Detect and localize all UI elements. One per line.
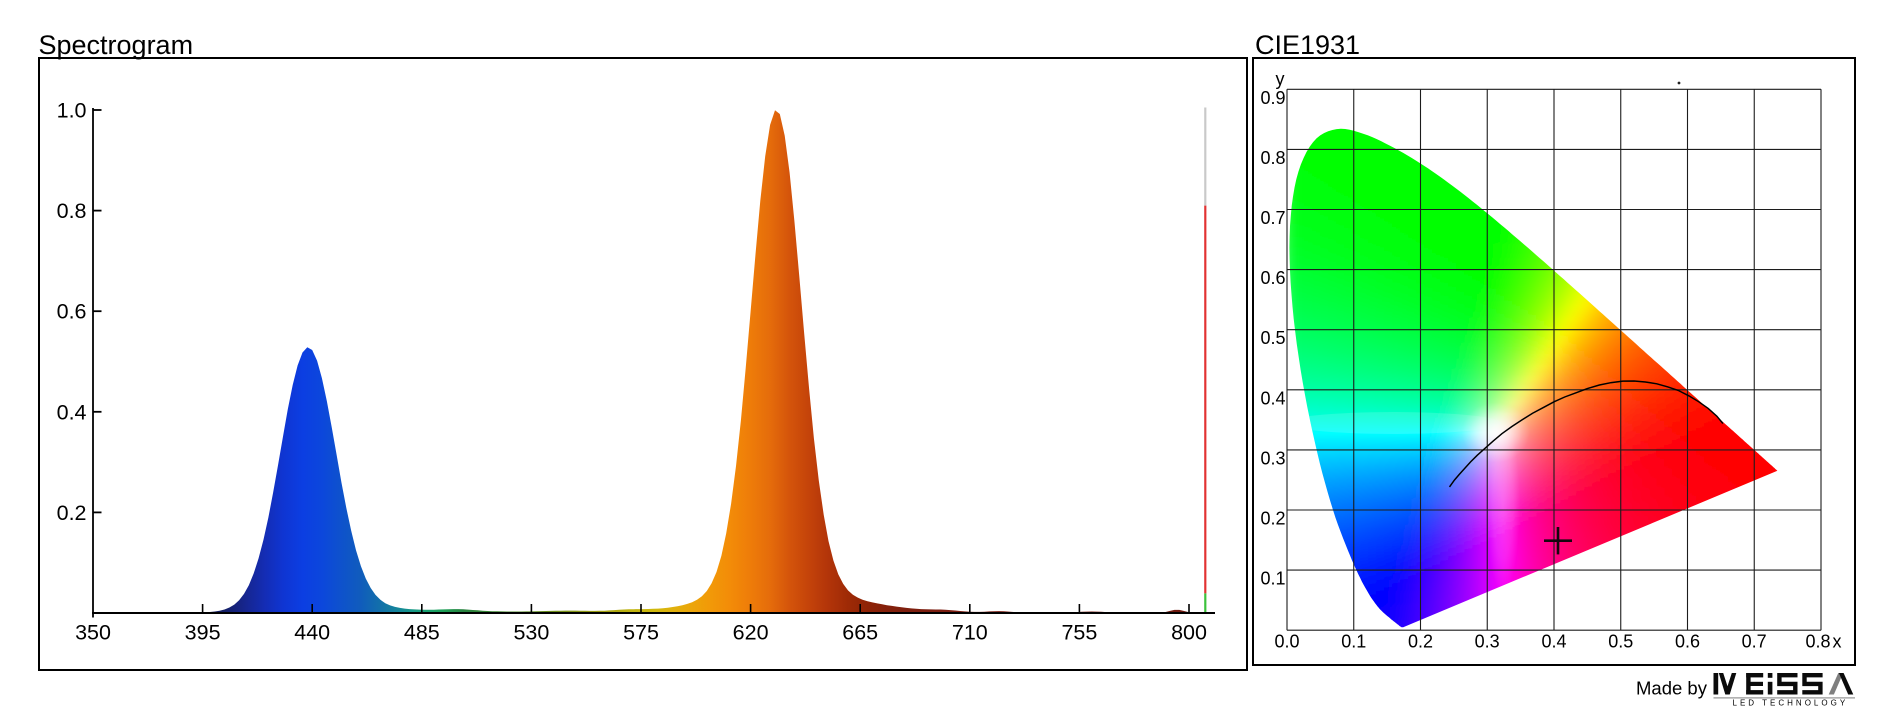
svg-text:0.3: 0.3 <box>1260 448 1285 468</box>
svg-text:0.4: 0.4 <box>57 400 87 424</box>
svg-text:0.5: 0.5 <box>1260 328 1285 348</box>
svg-text:0.1: 0.1 <box>1260 569 1285 589</box>
svg-text:1.0: 1.0 <box>57 99 87 123</box>
svg-text:0.6: 0.6 <box>1675 632 1700 652</box>
svg-text:440: 440 <box>294 621 330 645</box>
svg-text:620: 620 <box>733 621 769 645</box>
svg-text:575: 575 <box>623 621 659 645</box>
svg-text:665: 665 <box>842 621 878 645</box>
svg-text:Made by: Made by <box>1636 678 1708 699</box>
svg-text:0.4: 0.4 <box>1541 632 1566 652</box>
svg-text:530: 530 <box>513 621 549 645</box>
svg-text:x: x <box>1833 632 1842 652</box>
svg-text:Spectrogram: Spectrogram <box>39 30 194 60</box>
svg-text:0.9: 0.9 <box>1260 88 1285 108</box>
svg-text:350: 350 <box>75 621 111 645</box>
svg-text:0.8: 0.8 <box>1260 148 1285 168</box>
svg-text:0.7: 0.7 <box>1742 632 1767 652</box>
svg-text:0.4: 0.4 <box>1260 388 1285 408</box>
svg-text:0.7: 0.7 <box>1260 208 1285 228</box>
svg-text:LED TECHNOLOGY: LED TECHNOLOGY <box>1733 699 1849 708</box>
svg-text:0.6: 0.6 <box>57 300 87 324</box>
svg-text:0.8: 0.8 <box>57 199 87 223</box>
svg-text:485: 485 <box>404 621 440 645</box>
svg-text:0.2: 0.2 <box>57 501 87 525</box>
svg-text:CIE1931: CIE1931 <box>1255 30 1360 60</box>
svg-text:755: 755 <box>1061 621 1097 645</box>
svg-text:0.5: 0.5 <box>1608 632 1633 652</box>
svg-text:0.2: 0.2 <box>1408 632 1433 652</box>
svg-text:710: 710 <box>952 621 988 645</box>
svg-text:395: 395 <box>185 621 221 645</box>
svg-text:0.8: 0.8 <box>1805 632 1830 652</box>
svg-text:0.0: 0.0 <box>1274 632 1299 652</box>
svg-text:0.1: 0.1 <box>1341 632 1366 652</box>
svg-text:0.3: 0.3 <box>1475 632 1500 652</box>
svg-text:0.6: 0.6 <box>1260 268 1285 288</box>
svg-text:y: y <box>1276 69 1285 89</box>
svg-text:0.2: 0.2 <box>1260 509 1285 529</box>
svg-text:800: 800 <box>1171 621 1207 645</box>
